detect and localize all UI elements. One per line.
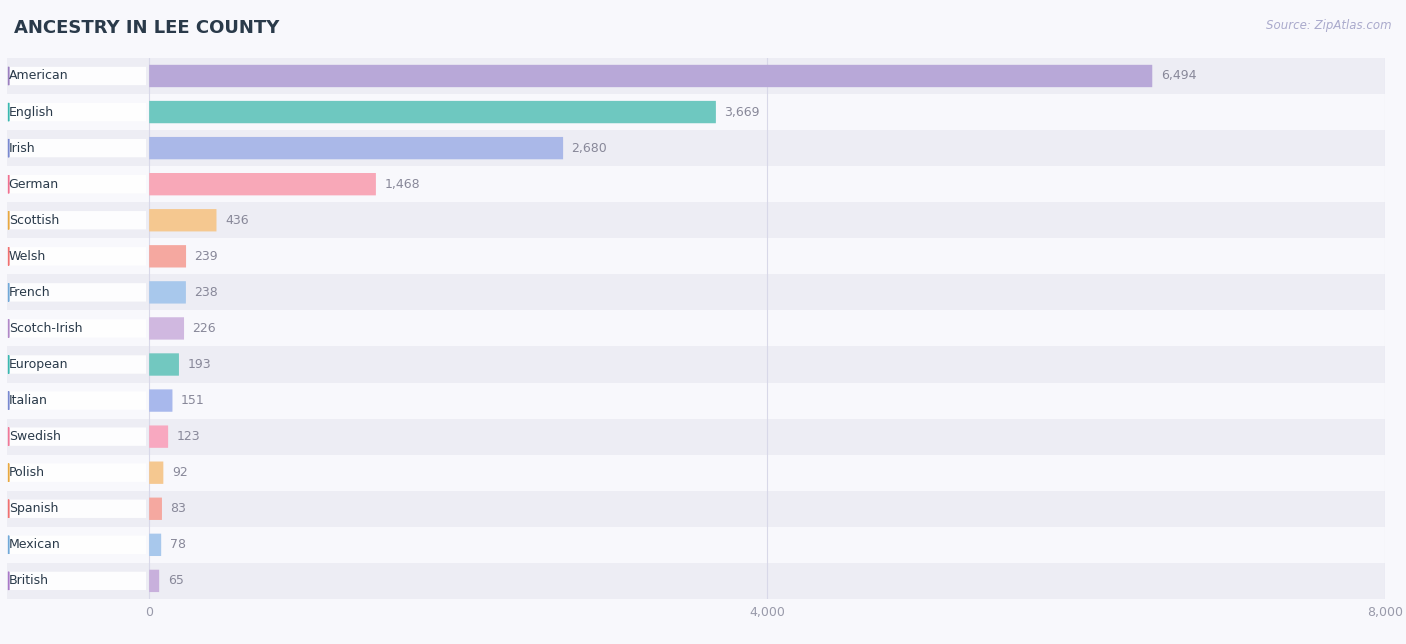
FancyBboxPatch shape (149, 462, 163, 484)
Text: Italian: Italian (8, 394, 48, 407)
FancyBboxPatch shape (149, 570, 159, 592)
Text: 2,680: 2,680 (572, 142, 607, 155)
Bar (7, 563, 1385, 599)
FancyBboxPatch shape (8, 247, 146, 265)
Text: 3,669: 3,669 (724, 106, 759, 118)
Bar (7, 310, 1385, 346)
Text: 436: 436 (225, 214, 249, 227)
Text: Polish: Polish (8, 466, 45, 479)
FancyBboxPatch shape (149, 173, 375, 195)
FancyBboxPatch shape (149, 209, 217, 231)
Text: 1,468: 1,468 (384, 178, 420, 191)
Text: Swedish: Swedish (8, 430, 60, 443)
FancyBboxPatch shape (149, 65, 1153, 87)
FancyBboxPatch shape (149, 245, 186, 267)
FancyBboxPatch shape (149, 317, 184, 339)
Bar (7, 346, 1385, 383)
Text: 226: 226 (193, 322, 217, 335)
Bar (7, 455, 1385, 491)
Text: 151: 151 (181, 394, 205, 407)
FancyBboxPatch shape (149, 281, 186, 303)
Text: French: French (8, 286, 51, 299)
FancyBboxPatch shape (8, 392, 146, 410)
FancyBboxPatch shape (8, 464, 146, 482)
Text: 92: 92 (172, 466, 187, 479)
Bar (7, 130, 1385, 166)
Text: English: English (8, 106, 53, 118)
Text: 78: 78 (170, 538, 186, 551)
Bar (7, 527, 1385, 563)
Bar (7, 166, 1385, 202)
FancyBboxPatch shape (8, 139, 146, 157)
Text: American: American (8, 70, 69, 82)
FancyBboxPatch shape (8, 428, 146, 446)
Text: 193: 193 (187, 358, 211, 371)
FancyBboxPatch shape (8, 355, 146, 374)
Text: Source: ZipAtlas.com: Source: ZipAtlas.com (1267, 19, 1392, 32)
Bar (7, 58, 1385, 94)
Text: Scottish: Scottish (8, 214, 59, 227)
Text: Irish: Irish (8, 142, 35, 155)
Bar (7, 383, 1385, 419)
FancyBboxPatch shape (149, 390, 173, 412)
FancyBboxPatch shape (8, 175, 146, 193)
FancyBboxPatch shape (8, 319, 146, 337)
Bar (7, 238, 1385, 274)
FancyBboxPatch shape (149, 137, 564, 159)
FancyBboxPatch shape (8, 500, 146, 518)
Text: British: British (8, 574, 49, 587)
Text: Scotch-Irish: Scotch-Irish (8, 322, 82, 335)
FancyBboxPatch shape (149, 354, 179, 375)
Bar (7, 202, 1385, 238)
Text: German: German (8, 178, 59, 191)
Bar (7, 419, 1385, 455)
Bar (7, 274, 1385, 310)
FancyBboxPatch shape (149, 426, 169, 448)
Text: 83: 83 (170, 502, 187, 515)
FancyBboxPatch shape (8, 103, 146, 121)
Text: European: European (8, 358, 67, 371)
FancyBboxPatch shape (8, 283, 146, 301)
Text: Spanish: Spanish (8, 502, 58, 515)
Text: 123: 123 (177, 430, 200, 443)
Text: 6,494: 6,494 (1161, 70, 1197, 82)
Text: 239: 239 (194, 250, 218, 263)
Text: Mexican: Mexican (8, 538, 60, 551)
Bar (7, 94, 1385, 130)
FancyBboxPatch shape (8, 67, 146, 85)
Bar (7, 491, 1385, 527)
Text: 65: 65 (167, 574, 184, 587)
FancyBboxPatch shape (149, 498, 162, 520)
FancyBboxPatch shape (149, 101, 716, 123)
Text: Welsh: Welsh (8, 250, 46, 263)
FancyBboxPatch shape (8, 572, 146, 590)
FancyBboxPatch shape (149, 534, 162, 556)
Text: ANCESTRY IN LEE COUNTY: ANCESTRY IN LEE COUNTY (14, 19, 280, 37)
FancyBboxPatch shape (8, 211, 146, 229)
Text: 238: 238 (194, 286, 218, 299)
FancyBboxPatch shape (8, 536, 146, 554)
